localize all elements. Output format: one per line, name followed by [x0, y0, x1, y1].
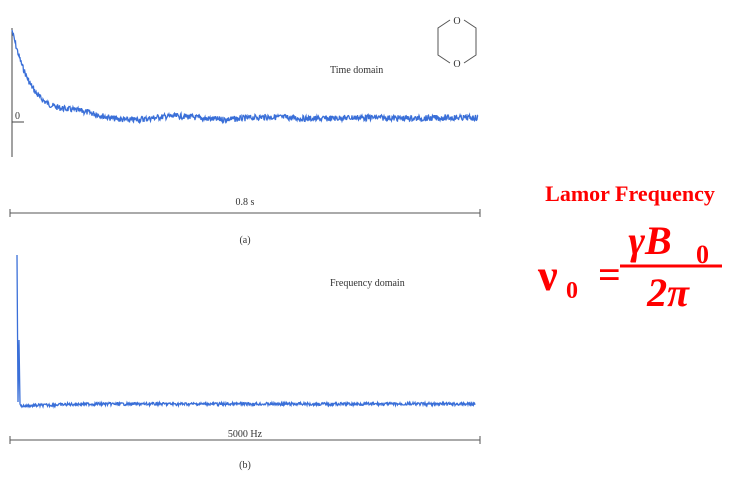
- formula-numerator: γB: [628, 218, 671, 263]
- spectrum-signal: [16, 254, 476, 409]
- formula-title: Lamor Frequency: [545, 181, 715, 206]
- panel-label: Frequency domain: [330, 278, 405, 289]
- dioxane: [437, 19, 477, 64]
- atom-label: O: [453, 59, 460, 70]
- formula-sub: 0: [696, 240, 709, 269]
- zero-label: 0: [15, 111, 20, 122]
- fid-signal: [11, 29, 479, 125]
- formula-lhs: ν: [537, 251, 558, 300]
- formula-equals: =: [598, 252, 621, 297]
- atom-label: O: [453, 16, 460, 27]
- formula-denominator: 2π: [646, 270, 690, 315]
- panel-label: Time domain: [330, 65, 383, 76]
- scale-label: 5000 Hz: [228, 429, 263, 440]
- ring-edge: [463, 19, 477, 64]
- caption: (a): [239, 235, 250, 246]
- scale-label: 0.8 s: [236, 197, 255, 208]
- caption: (b): [239, 460, 251, 471]
- formula-sub: 0: [566, 278, 578, 304]
- ring-edge: [437, 19, 451, 64]
